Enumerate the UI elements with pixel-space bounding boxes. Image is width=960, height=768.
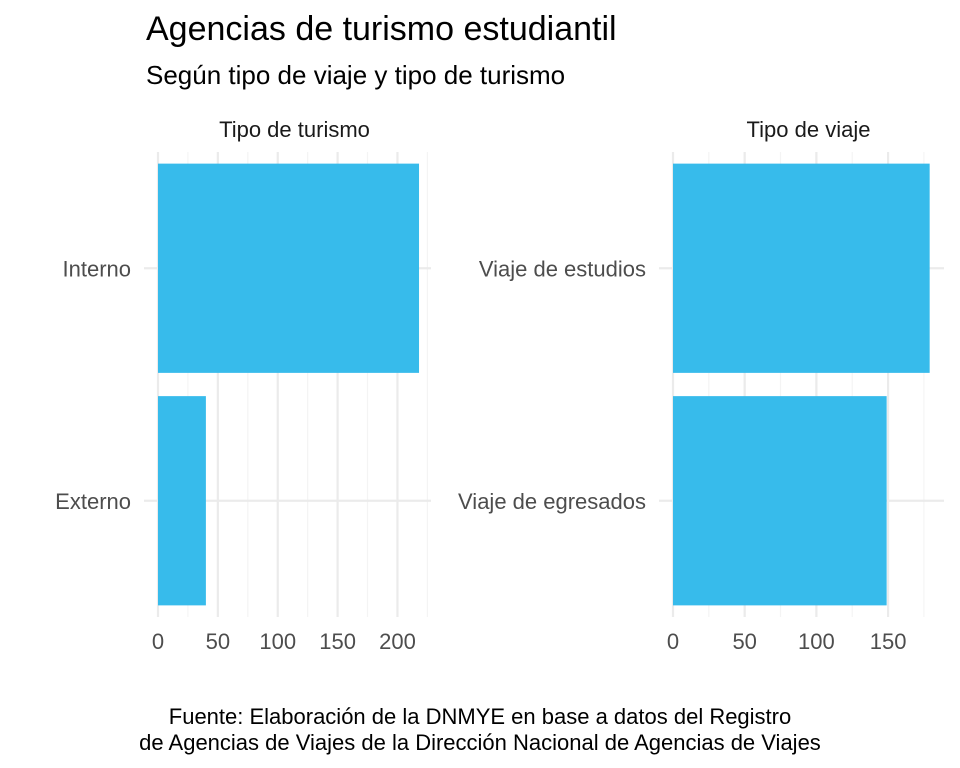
category-label-interno: Interno — [63, 256, 132, 281]
bar-viaje-de-estudios — [673, 163, 930, 373]
x-tick-label: 100 — [798, 629, 835, 654]
category-label-externo: Externo — [55, 489, 131, 514]
bar-viaje-de-egresados — [673, 396, 887, 606]
x-tick-label: 50 — [732, 629, 756, 654]
caption-line-2: de Agencias de Viajes de la Dirección Na… — [139, 730, 821, 755]
x-tick-label: 0 — [667, 629, 679, 654]
bar-interno — [158, 163, 420, 373]
caption-line-1: Fuente: Elaboración de la DNMYE en base … — [168, 704, 792, 729]
facet-strip-tipo-de-viaje: Tipo de viaje — [746, 117, 871, 142]
bar-externo — [158, 396, 206, 606]
x-tick-label: 0 — [152, 629, 164, 654]
x-tick-label: 150 — [319, 629, 356, 654]
x-tick-label: 100 — [259, 629, 296, 654]
x-tick-label: 50 — [206, 629, 230, 654]
category-label-viaje-de-egresados: Viaje de egresados — [458, 489, 646, 514]
facet-strip-tipo-de-turismo: Tipo de turismo — [219, 117, 370, 142]
category-label-viaje-de-estudios: Viaje de estudios — [479, 256, 646, 281]
x-tick-label: 150 — [870, 629, 907, 654]
chart-title: Agencias de turismo estudiantil — [146, 10, 617, 48]
chart-subtitle: Según tipo de viaje y tipo de turismo — [146, 60, 566, 90]
x-tick-label: 200 — [379, 629, 416, 654]
